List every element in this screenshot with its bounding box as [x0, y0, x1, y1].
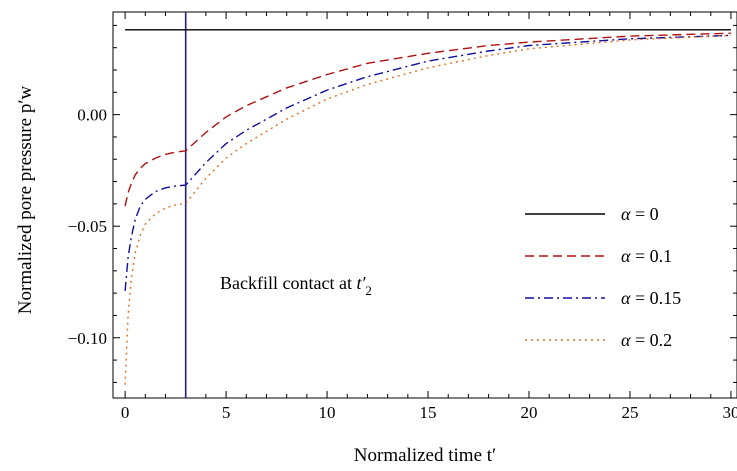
- series-group: [124, 29, 731, 385]
- x-tick-label: 25: [621, 403, 638, 422]
- x-tick-label: 5: [222, 403, 231, 422]
- ticks: 0 5 10 15 20 25 30 0.00 −0.05 −0.10: [68, 12, 737, 422]
- y-tick-label: 0.00: [77, 106, 107, 125]
- y-tick-label: −0.10: [68, 329, 107, 348]
- series-line-2: [124, 34, 731, 291]
- plot-frame: [112, 11, 737, 399]
- y-axis-title: Normalized pore pressure p′w: [15, 86, 36, 315]
- x-tick-label: 30: [722, 403, 737, 422]
- legend: α = 0 α = 0.1 α = 0.15 α = 0.2: [525, 204, 681, 350]
- x-tick-label: 10: [319, 403, 336, 422]
- y-tick-label: −0.05: [68, 217, 107, 236]
- annotation-math-base: t′: [356, 273, 366, 293]
- annotation-backfill-contact: Backfill contact at t′2: [220, 273, 372, 298]
- series-line-1: [124, 32, 731, 207]
- annotation-text: Backfill contact at: [220, 273, 356, 293]
- legend-label-3: α = 0.2: [621, 330, 672, 350]
- series-line-3: [124, 34, 731, 385]
- legend-label-2: α = 0.15: [621, 288, 681, 308]
- legend-label-0: α = 0: [621, 204, 659, 224]
- x-tick-label: 15: [420, 403, 437, 422]
- legend-label-1: α = 0.1: [621, 246, 672, 266]
- x-tick-label: 0: [121, 403, 130, 422]
- annotation-math-sub: 2: [365, 283, 372, 298]
- x-axis-title: Normalized time t′: [354, 445, 496, 466]
- x-tick-label: 20: [521, 403, 538, 422]
